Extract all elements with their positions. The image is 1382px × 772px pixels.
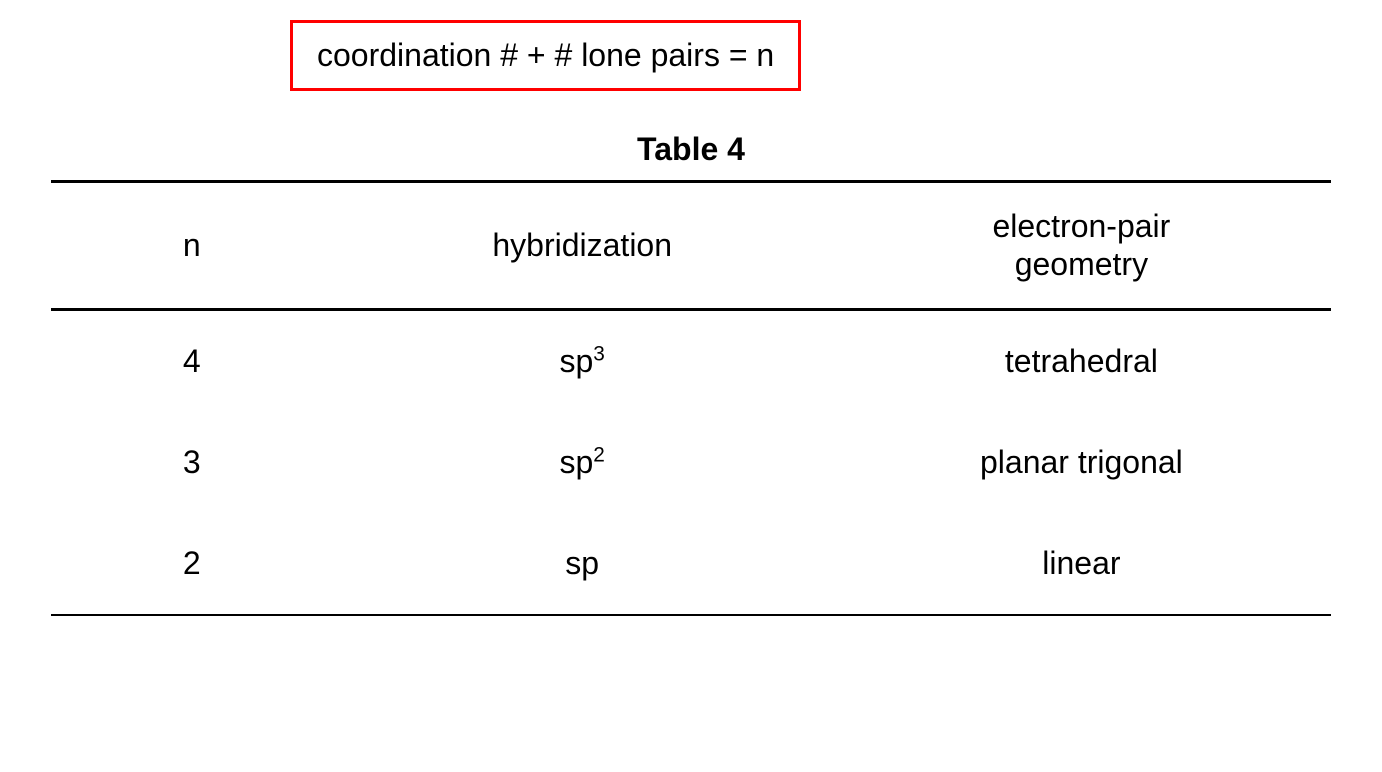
cell-hybridization: sp xyxy=(333,513,832,615)
formula-text: coordination # + # lone pairs = n xyxy=(317,37,774,73)
column-header-geometry: electron-pair geometry xyxy=(832,182,1331,310)
cell-geometry: tetrahedral xyxy=(832,309,1331,412)
hybridization-table: n hybridization electron-pair geometry 4… xyxy=(51,180,1331,616)
table-row: 3 sp2 planar trigonal xyxy=(51,412,1331,513)
cell-n: 2 xyxy=(51,513,333,615)
cell-hybridization: sp2 xyxy=(333,412,832,513)
table-row: 4 sp3 tetrahedral xyxy=(51,309,1331,412)
hyb-sup: 3 xyxy=(593,342,605,365)
table-row: 2 sp linear xyxy=(51,513,1331,615)
hyb-sup: 2 xyxy=(593,443,605,466)
hyb-base: sp xyxy=(560,343,594,379)
geom-header-line2: geometry xyxy=(1015,246,1148,282)
formula-box: coordination # + # lone pairs = n xyxy=(290,20,801,91)
table-title: Table 4 xyxy=(0,131,1382,168)
column-header-n: n xyxy=(51,182,333,310)
cell-hybridization: sp3 xyxy=(333,309,832,412)
table-container: n hybridization electron-pair geometry 4… xyxy=(51,180,1331,616)
table-header-row: n hybridization electron-pair geometry xyxy=(51,182,1331,310)
cell-n: 3 xyxy=(51,412,333,513)
column-header-hybridization: hybridization xyxy=(333,182,832,310)
cell-geometry: linear xyxy=(832,513,1331,615)
hyb-base: sp xyxy=(560,444,594,480)
hyb-base: sp xyxy=(565,545,599,581)
geom-header-line1: electron-pair xyxy=(992,208,1170,244)
cell-n: 4 xyxy=(51,309,333,412)
cell-geometry: planar trigonal xyxy=(832,412,1331,513)
